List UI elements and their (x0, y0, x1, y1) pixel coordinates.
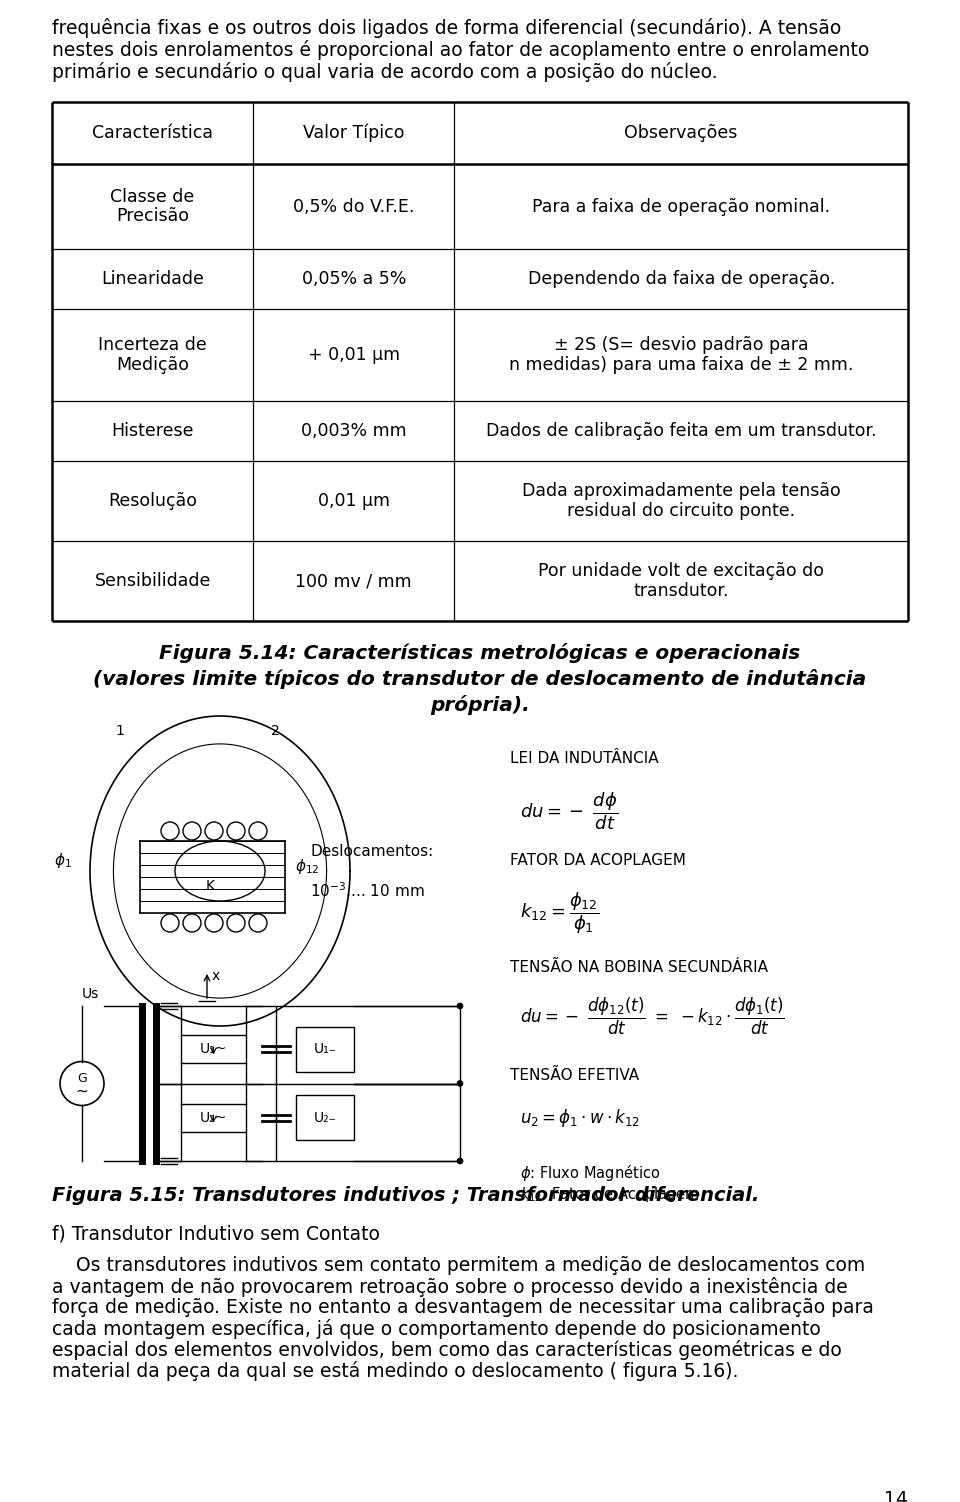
Bar (181, 1035, 246, 1063)
Circle shape (161, 915, 179, 933)
Text: transdutor.: transdutor. (634, 581, 729, 599)
Circle shape (227, 915, 245, 933)
Circle shape (205, 915, 223, 933)
Text: primário e secundário o qual varia de acordo com a posição do núcleo.: primário e secundário o qual varia de ac… (52, 62, 717, 83)
Text: (valores limite típicos do transdutor de deslocamento de indutância: (valores limite típicos do transdutor de… (93, 668, 867, 689)
Circle shape (249, 915, 267, 933)
Circle shape (161, 822, 179, 840)
Bar (181, 1104, 246, 1131)
Text: U₁~: U₁~ (200, 1042, 228, 1056)
Circle shape (227, 822, 245, 840)
Text: espacial dos elementos envolvidos, bem como das características geométricas e do: espacial dos elementos envolvidos, bem c… (52, 1340, 842, 1359)
Text: TENSÃO EFETIVA: TENSÃO EFETIVA (510, 1068, 639, 1083)
Text: LEI DA INDUTÂNCIA: LEI DA INDUTÂNCIA (510, 751, 659, 766)
Text: residual do circuito ponte.: residual do circuito ponte. (567, 502, 795, 520)
Text: K: K (205, 879, 214, 894)
Text: 0,05% a 5%: 0,05% a 5% (301, 270, 406, 288)
Text: Valor Típico: Valor Típico (303, 123, 404, 143)
Text: Para a faixa de operação nominal.: Para a faixa de operação nominal. (532, 197, 830, 215)
Circle shape (205, 822, 223, 840)
Text: ± 2S (S= desvio padrão para: ± 2S (S= desvio padrão para (554, 336, 808, 354)
Text: Linearidade: Linearidade (101, 270, 204, 288)
Text: $k_{12}$: Fator de Acoplagem: $k_{12}$: Fator de Acoplagem (520, 1185, 700, 1205)
Text: material da peça da qual se está medindo o deslocamento ( figura 5.16).: material da peça da qual se está medindo… (52, 1361, 738, 1380)
Text: $10^{-3}$.... 10 mm: $10^{-3}$.... 10 mm (310, 882, 424, 900)
Text: x: x (212, 969, 220, 982)
Circle shape (183, 915, 201, 933)
Text: U₂~: U₂~ (200, 1110, 228, 1125)
Text: a vantagem de não provocarem retroação sobre o processo devido a inexistência de: a vantagem de não provocarem retroação s… (52, 1277, 848, 1298)
Text: ~: ~ (76, 1084, 88, 1099)
Text: cada montagem específica, já que o comportamento depende do posicionamento: cada montagem específica, já que o compo… (52, 1319, 821, 1338)
Text: Medição: Medição (116, 356, 189, 374)
Text: Resolução: Resolução (108, 493, 197, 511)
Text: frequência fixas e os outros dois ligados de forma diferencial (secundário). A t: frequência fixas e os outros dois ligado… (52, 18, 841, 38)
Text: U₂₋: U₂₋ (314, 1110, 337, 1125)
Text: $u_2 = \phi_1 \cdot w \cdot k_{12}$: $u_2 = \phi_1 \cdot w \cdot k_{12}$ (520, 1107, 640, 1130)
Text: $du = -\ \dfrac{d\phi}{dt}$: $du = -\ \dfrac{d\phi}{dt}$ (520, 790, 618, 832)
Text: f) Transdutor Indutivo sem Contato: f) Transdutor Indutivo sem Contato (52, 1224, 380, 1244)
Ellipse shape (175, 841, 265, 901)
Text: Dada aproximadamente pela tensão: Dada aproximadamente pela tensão (522, 482, 841, 500)
Text: Precisão: Precisão (116, 207, 189, 225)
Text: + 0,01 μm: + 0,01 μm (307, 345, 399, 363)
Text: $k_{12} = \dfrac{\phi_{12}}{\phi_1}$: $k_{12} = \dfrac{\phi_{12}}{\phi_1}$ (520, 891, 599, 936)
Text: própria).: própria). (430, 695, 530, 715)
Text: 1: 1 (115, 724, 125, 737)
Circle shape (457, 1080, 463, 1086)
Text: Dependendo da faixa de operação.: Dependendo da faixa de operação. (528, 270, 835, 288)
Text: 0,01 μm: 0,01 μm (318, 493, 390, 511)
Circle shape (183, 822, 201, 840)
Text: FATOR DA ACOPLAGEM: FATOR DA ACOPLAGEM (510, 853, 685, 868)
Bar (296, 1027, 354, 1072)
Text: 100 mv / mm: 100 mv / mm (296, 572, 412, 590)
Text: 0,5% do V.F.E.: 0,5% do V.F.E. (293, 197, 415, 215)
Circle shape (249, 822, 267, 840)
Text: Sensibilidade: Sensibilidade (94, 572, 211, 590)
Text: força de medição. Existe no entanto a desvantagem de necessitar uma calibração p: força de medição. Existe no entanto a de… (52, 1298, 874, 1317)
Text: G: G (77, 1072, 86, 1084)
Circle shape (457, 1003, 463, 1009)
Text: $\phi_{12}$: $\phi_{12}$ (295, 856, 320, 876)
Text: 14: 14 (884, 1490, 908, 1502)
Text: Deslocamentos:: Deslocamentos: (310, 844, 433, 859)
Text: 2: 2 (271, 724, 279, 737)
Text: Figura 5.14: Características metrológicas e operacionais: Figura 5.14: Características metrológica… (159, 643, 801, 662)
Text: Histerese: Histerese (111, 422, 194, 440)
Text: Incerteza de: Incerteza de (98, 336, 207, 354)
Circle shape (457, 1158, 463, 1164)
Text: Figura 5.15: Transdutores indutivos ; Transformador diferencial.: Figura 5.15: Transdutores indutivos ; Tr… (52, 1187, 759, 1205)
Bar (296, 1095, 354, 1140)
Text: $\phi_1$: $\phi_1$ (54, 852, 72, 871)
Text: Observações: Observações (624, 125, 738, 143)
Text: nestes dois enrolamentos é proporcional ao fator de acoplamento entre o enrolame: nestes dois enrolamentos é proporcional … (52, 41, 869, 60)
Text: 0,003% mm: 0,003% mm (300, 422, 406, 440)
Text: U₁₋: U₁₋ (313, 1042, 337, 1056)
Text: TENSÃO NA BOBINA SECUNDÁRIA: TENSÃO NA BOBINA SECUNDÁRIA (510, 960, 768, 975)
Text: n medidas) para uma faixa de ± 2 mm.: n medidas) para uma faixa de ± 2 mm. (509, 356, 853, 374)
Text: Característica: Característica (92, 125, 213, 143)
Text: $du = -\ \dfrac{d\phi_{12}(t)}{dt}\ =\ -k_{12}\cdot\dfrac{d\phi_1(t)}{dt}$: $du = -\ \dfrac{d\phi_{12}(t)}{dt}\ =\ -… (520, 996, 785, 1036)
Text: Os transdutores indutivos sem contato permitem a medição de deslocamentos com: Os transdutores indutivos sem contato pe… (52, 1256, 865, 1275)
Text: Classe de: Classe de (110, 188, 195, 206)
Text: Us: Us (82, 987, 99, 1000)
Text: Por unidade volt de excitação do: Por unidade volt de excitação do (539, 563, 824, 580)
Text: $\phi$: Fluxo Magnético: $\phi$: Fluxo Magnético (520, 1163, 660, 1184)
Text: Dados de calibração feita em um transdutor.: Dados de calibração feita em um transdut… (486, 422, 876, 440)
